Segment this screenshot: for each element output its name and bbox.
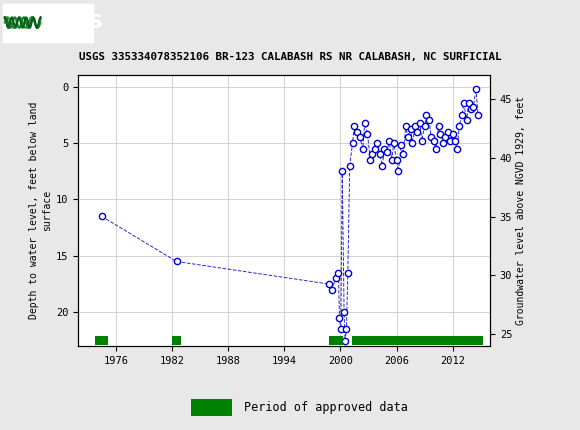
Y-axis label: Groundwater level above NGVD 1929, feet: Groundwater level above NGVD 1929, feet	[516, 96, 527, 325]
Text: Period of approved data: Period of approved data	[244, 401, 408, 414]
Text: USGS 335334078352106 BR-123 CALABASH RS NR CALABASH, NC SURFICIAL: USGS 335334078352106 BR-123 CALABASH RS …	[79, 52, 501, 62]
Bar	[3, 3, 93, 42]
Bar	[95, 336, 108, 345]
Bar	[329, 336, 343, 345]
Bar	[191, 399, 232, 416]
Text: USGS: USGS	[44, 13, 103, 32]
Y-axis label: Depth to water level, feet below land
surface: Depth to water level, feet below land su…	[29, 102, 52, 319]
Bar	[172, 336, 181, 345]
Bar	[351, 336, 483, 345]
